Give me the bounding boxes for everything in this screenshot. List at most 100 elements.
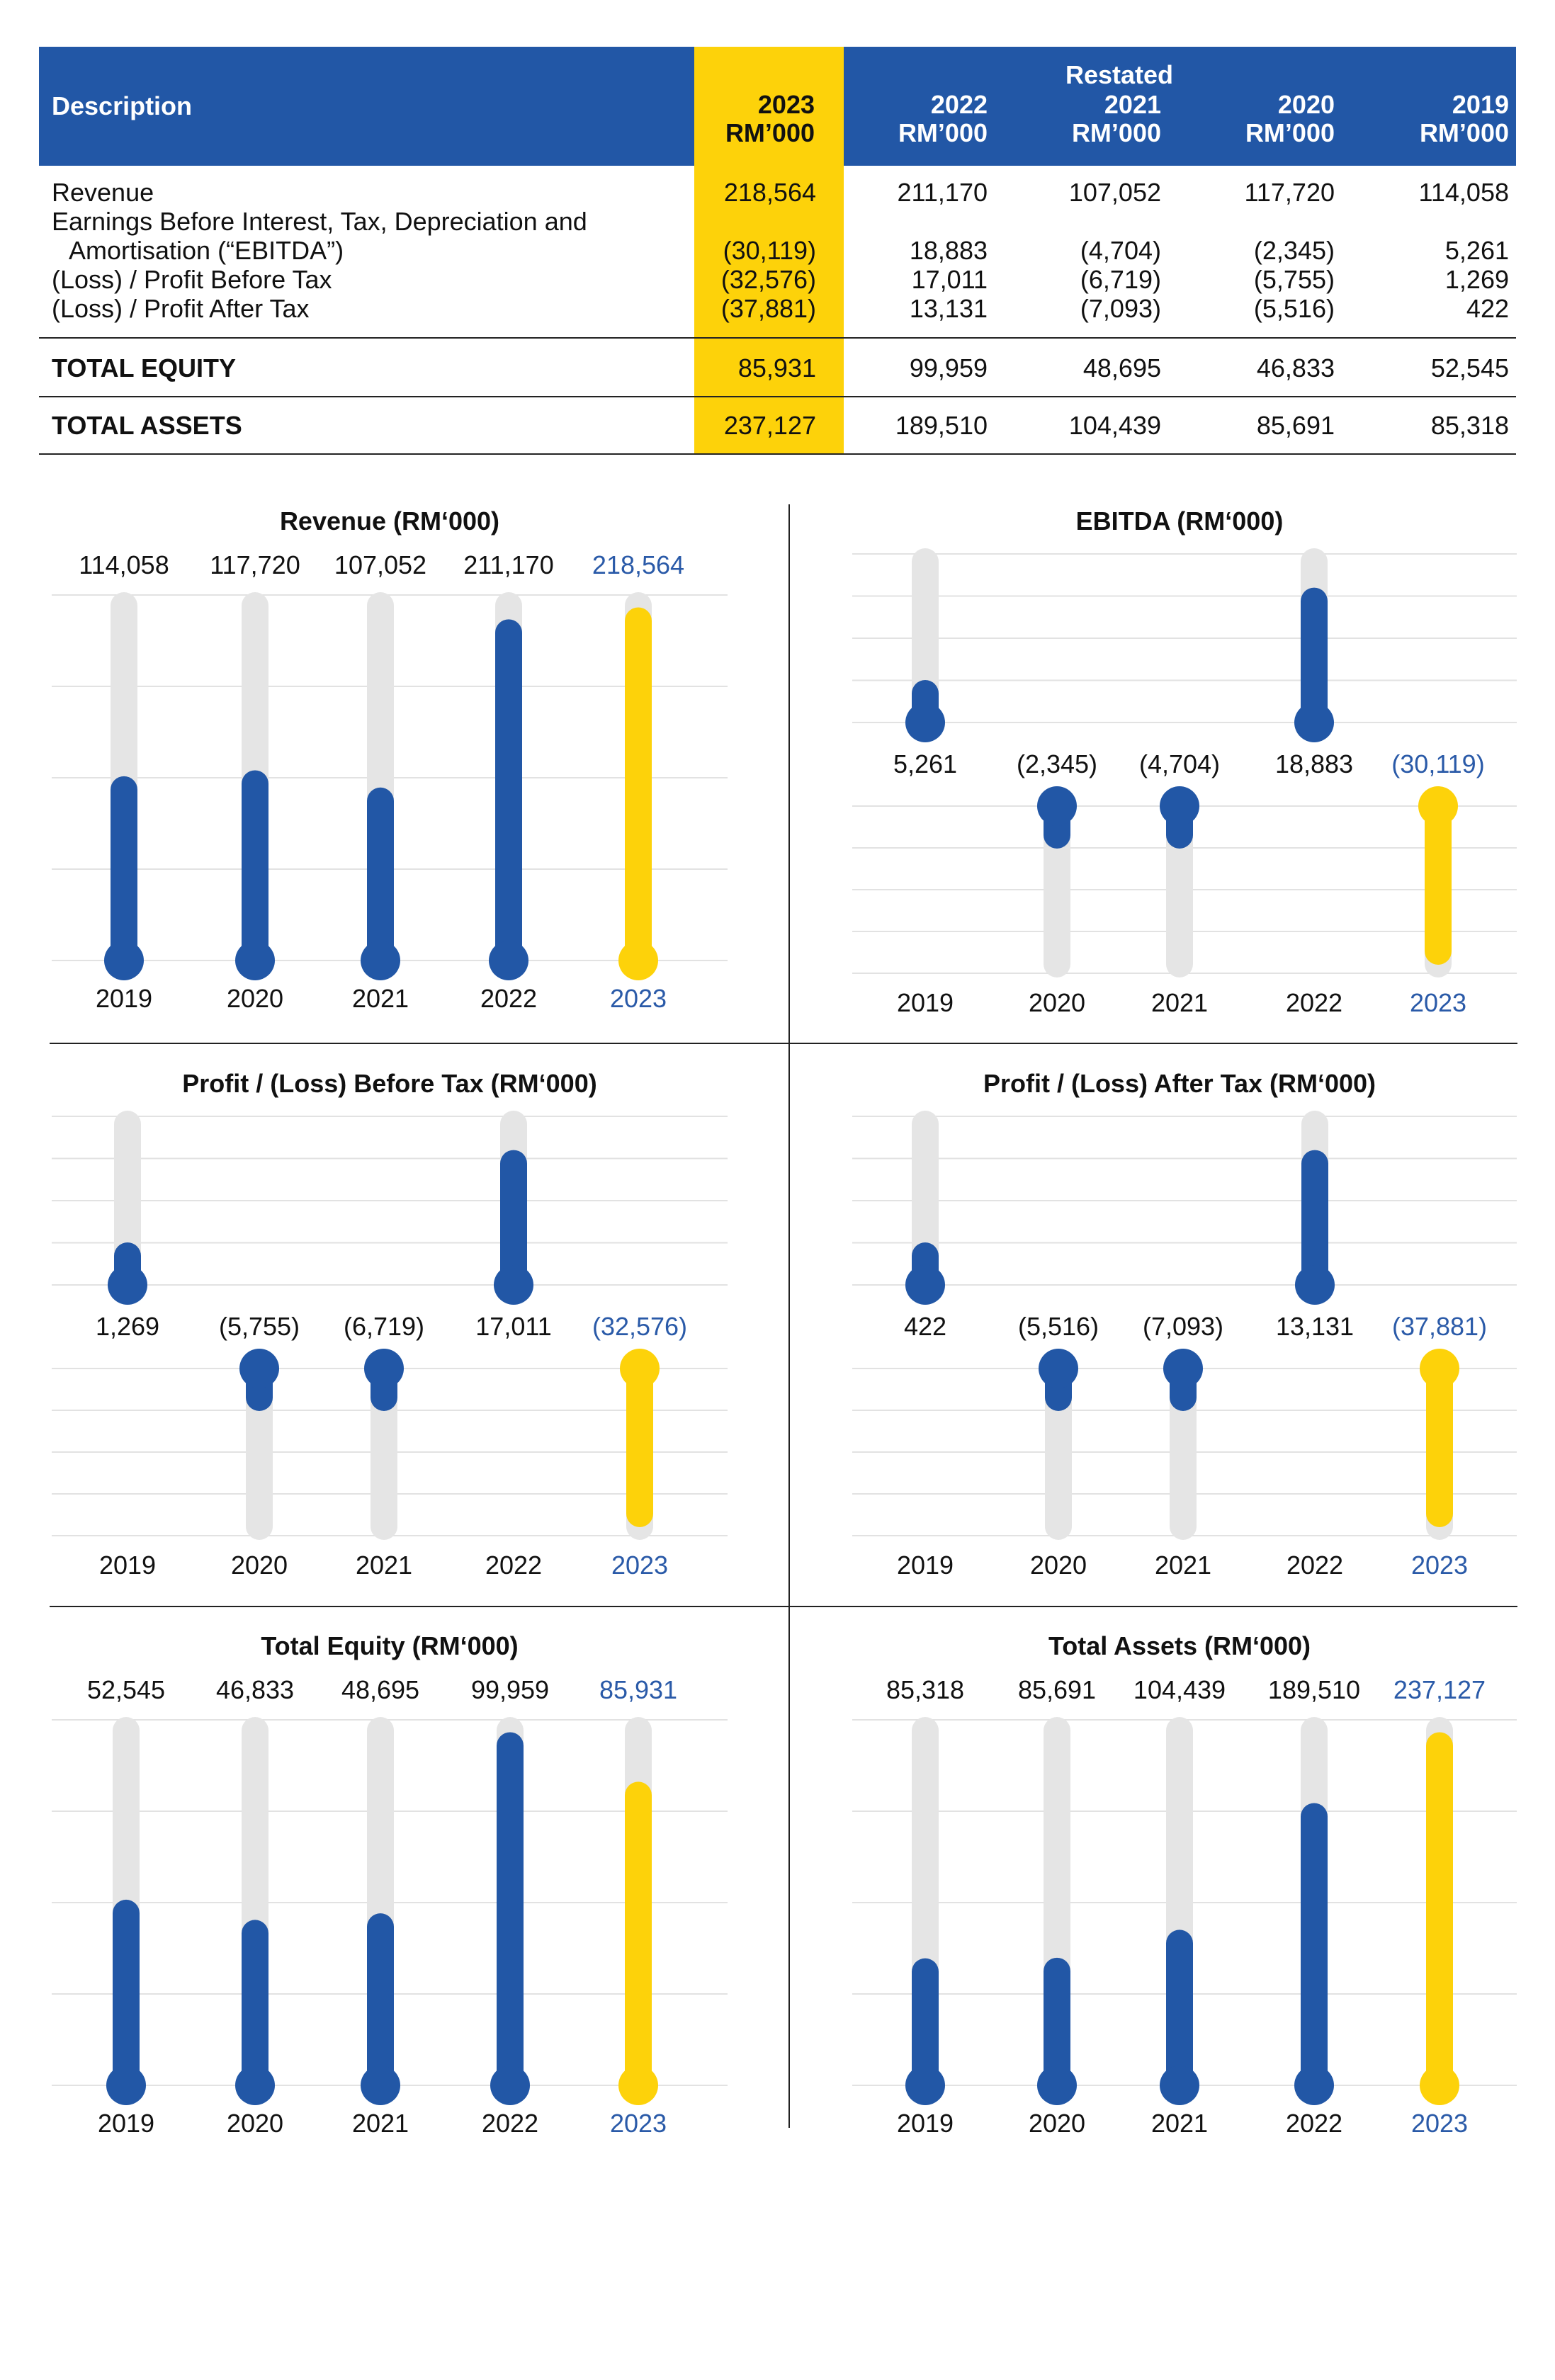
x-tick-label: 2023 (611, 1551, 668, 1580)
data-label: (37,881) (1392, 1312, 1487, 1341)
table-cell-value: 85,691 (1257, 411, 1335, 440)
table-cell-value: 117,720 (1245, 178, 1335, 207)
x-tick-label: 2022 (480, 984, 537, 1013)
bar-base-dot (235, 941, 275, 980)
x-tick-label: 2019 (96, 984, 152, 1013)
bar-base-dot (1037, 2066, 1077, 2105)
bar (625, 607, 652, 960)
chart-title: Total Equity (RM‘000) (261, 1631, 518, 1660)
data-label: 48,695 (341, 1675, 419, 1704)
chart-title: Revenue (RM‘000) (280, 506, 499, 536)
data-label: 237,127 (1393, 1675, 1486, 1704)
chart-title: Total Assets (RM‘000) (1048, 1631, 1311, 1660)
data-label: 104,439 (1133, 1675, 1226, 1704)
bar-track (114, 1111, 141, 1285)
table-header-restated: Restated (1065, 60, 1173, 89)
table-cell-value: 1,269 (1445, 265, 1509, 294)
data-label: (7,093) (1143, 1312, 1223, 1341)
bar-base-dot (1037, 786, 1077, 826)
data-label: (4,704) (1139, 749, 1220, 778)
bar-base-dot (618, 941, 658, 980)
table-header-description: Description (52, 91, 192, 120)
x-tick-label: 2021 (1151, 988, 1208, 1017)
table-cell-value: (5,516) (1254, 294, 1335, 323)
table-cell-value: 218,564 (724, 178, 816, 207)
table-cell-value: 48,695 (1083, 353, 1161, 382)
data-label: 13,131 (1276, 1312, 1354, 1341)
bar (497, 1732, 524, 2085)
data-label: (5,516) (1018, 1312, 1099, 1341)
table-cell-value: 189,510 (895, 411, 988, 440)
bar-base-dot (1418, 786, 1458, 826)
bar-track (912, 548, 939, 722)
x-tick-label: 2023 (1411, 1551, 1468, 1580)
x-tick-label: 2021 (352, 2109, 409, 2138)
x-tick-label: 2019 (897, 2109, 954, 2138)
table-cell-value: 99,959 (910, 353, 988, 382)
total-equity-chart: Total Equity (RM‘000) 52,545 2019 46,833 202… (52, 1631, 728, 2138)
data-label: (30,119) (1391, 749, 1484, 778)
bar-base-dot (108, 1265, 147, 1305)
table-row-label: (Loss) / Profit After Tax (52, 294, 309, 323)
bar (1301, 1803, 1328, 2085)
data-label: 1,269 (96, 1312, 159, 1341)
bar-base-dot (361, 2066, 400, 2105)
bar-base-dot (361, 941, 400, 980)
table-header-year: 2023 (758, 90, 815, 119)
data-label: (32,576) (592, 1312, 687, 1341)
table-header-unit: RM’000 (1420, 118, 1509, 147)
bar (495, 619, 522, 960)
bar-base-dot (1295, 1265, 1335, 1305)
bar-base-dot (489, 941, 528, 980)
bar (1044, 1957, 1070, 2085)
data-label: 46,833 (216, 1675, 294, 1704)
bar-track (1044, 806, 1070, 978)
table-header-unit: RM’000 (898, 118, 988, 147)
x-tick-label: 2019 (98, 2109, 154, 2138)
table-header-unit: RM’000 (1072, 118, 1161, 147)
horizontal-divider (50, 1043, 1517, 1044)
horizontal-divider (50, 1606, 1517, 1607)
table-separator (39, 453, 1516, 455)
x-tick-label: 2022 (485, 1551, 542, 1580)
x-tick-label: 2023 (1410, 988, 1466, 1017)
x-tick-label: 2023 (610, 984, 667, 1013)
chart-title: EBITDA (RM‘000) (1076, 506, 1284, 536)
bar-track (1045, 1368, 1072, 1540)
table-row-label: Earnings Before Interest, Tax, Depreciat… (52, 207, 587, 236)
bar (113, 1899, 140, 2085)
table-header-year: 2019 (1452, 90, 1509, 119)
bar-base-dot (618, 2066, 658, 2105)
data-label: 117,720 (210, 550, 300, 579)
total-assets-chart: Total Assets (RM‘000) 85,318 2019 85,691 202… (852, 1631, 1517, 2138)
ebitda-chart: EBITDA (RM‘000) 5,261 2019 (2,345) 2020 (4,70… (852, 506, 1517, 1017)
data-label: 18,883 (1275, 749, 1353, 778)
bar-base-dot (1039, 1349, 1078, 1388)
bar-base-dot (1160, 786, 1199, 826)
x-tick-label: 2021 (352, 984, 409, 1013)
table-cell-value: (37,881) (721, 294, 816, 323)
x-tick-label: 2021 (1151, 2109, 1208, 2138)
bar-base-dot (239, 1349, 279, 1388)
bar (1426, 1368, 1453, 1527)
data-label: (6,719) (344, 1312, 424, 1341)
bar-base-dot (1420, 1349, 1459, 1388)
bar (1426, 1732, 1453, 2085)
bar (242, 770, 268, 960)
x-tick-label: 2020 (227, 2109, 283, 2138)
revenue-chart: Revenue (RM‘000) 114,058 2019 117,720 2020 10… (52, 506, 728, 1013)
bar (242, 1920, 268, 2085)
bar-base-dot (106, 2066, 146, 2105)
x-tick-label: 2021 (356, 1551, 412, 1580)
x-tick-label: 2019 (897, 988, 954, 1017)
x-tick-label: 2020 (1030, 1551, 1087, 1580)
bar (367, 787, 394, 960)
x-tick-label: 2022 (1287, 1551, 1343, 1580)
data-label: 85,931 (599, 1675, 677, 1704)
data-label: 189,510 (1268, 1675, 1360, 1704)
bar (912, 1958, 939, 2085)
bar-base-dot (905, 1265, 945, 1305)
table-header-year: 2022 (931, 90, 988, 119)
bar-track (371, 1368, 397, 1540)
x-tick-label: 2020 (231, 1551, 288, 1580)
